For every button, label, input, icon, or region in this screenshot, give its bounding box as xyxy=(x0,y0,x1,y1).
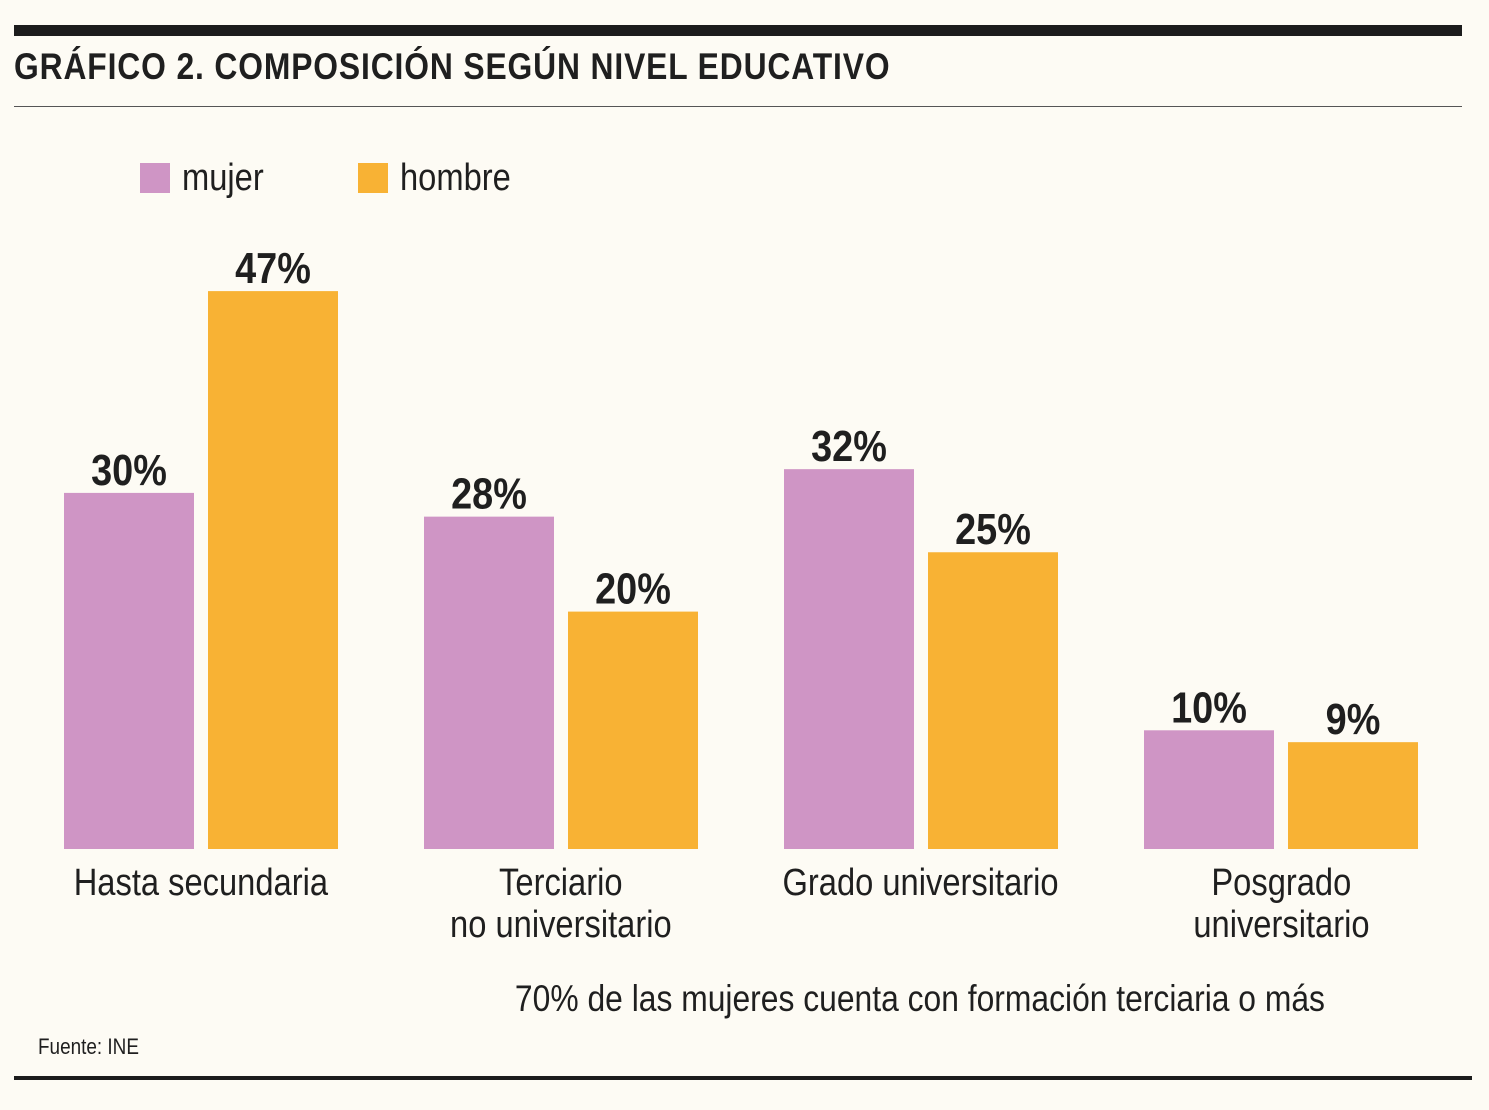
category-label-3-line-1: universitario xyxy=(1192,904,1370,946)
bar-hombre-0 xyxy=(208,291,338,849)
bar-mujer-1 xyxy=(424,516,554,849)
bar-mujer-3 xyxy=(1144,730,1274,849)
data-label-mujer-1: 28% xyxy=(451,469,527,518)
legend-label-mujer: mujer xyxy=(182,156,264,199)
legend-swatch-hombre xyxy=(358,163,388,193)
category-label-1-line-1: no universitario xyxy=(450,904,672,946)
data-label-mujer-3: 10% xyxy=(1171,683,1247,732)
data-label-hombre-2: 25% xyxy=(955,505,1031,554)
bar-mujer-0 xyxy=(64,492,194,849)
bar-hombre-1 xyxy=(568,611,698,849)
legend-swatch-mujer xyxy=(140,163,170,193)
category-label-3: Posgrado universitario xyxy=(1111,862,1451,946)
source-label: Fuente: INE xyxy=(38,1034,139,1059)
bar-hombre-3 xyxy=(1288,742,1418,849)
data-label-hombre-0: 47% xyxy=(235,243,311,292)
bottom-rule xyxy=(14,1076,1472,1080)
data-label-hombre-3: 9% xyxy=(1326,694,1381,743)
top-rule xyxy=(14,25,1462,36)
category-label-1-line-0: Terciario xyxy=(499,862,623,904)
bar-hombre-2 xyxy=(928,552,1058,849)
data-label-mujer-2: 32% xyxy=(811,421,887,470)
data-label-mujer-0: 30% xyxy=(91,445,167,494)
chart-note: 70% de las mujeres cuenta con formación … xyxy=(440,978,1400,1020)
data-label-hombre-1: 20% xyxy=(595,564,671,613)
chart-note-text: 70% de las mujeres cuenta con formación … xyxy=(514,978,1326,1019)
category-label-1: Terciario no universitario xyxy=(391,862,731,946)
category-label-0: Hasta secundaria xyxy=(31,862,371,904)
legend-item-mujer: mujer xyxy=(140,156,277,200)
category-label-0-line-0: Hasta secundaria xyxy=(73,862,329,904)
title-divider xyxy=(14,106,1462,107)
chart-title: GRÁFICO 2. COMPOSICIÓN SEGÚN NIVEL EDUCA… xyxy=(14,46,891,87)
bar-mujer-2 xyxy=(784,469,914,849)
legend-item-hombre: hombre xyxy=(358,156,529,200)
legend-label-hombre: hombre xyxy=(400,156,511,199)
category-label-2-line-0: Grado universitario xyxy=(782,862,1060,904)
category-label-3-line-0: Posgrado xyxy=(1211,862,1351,904)
category-label-2: Grado universitario xyxy=(751,862,1091,904)
